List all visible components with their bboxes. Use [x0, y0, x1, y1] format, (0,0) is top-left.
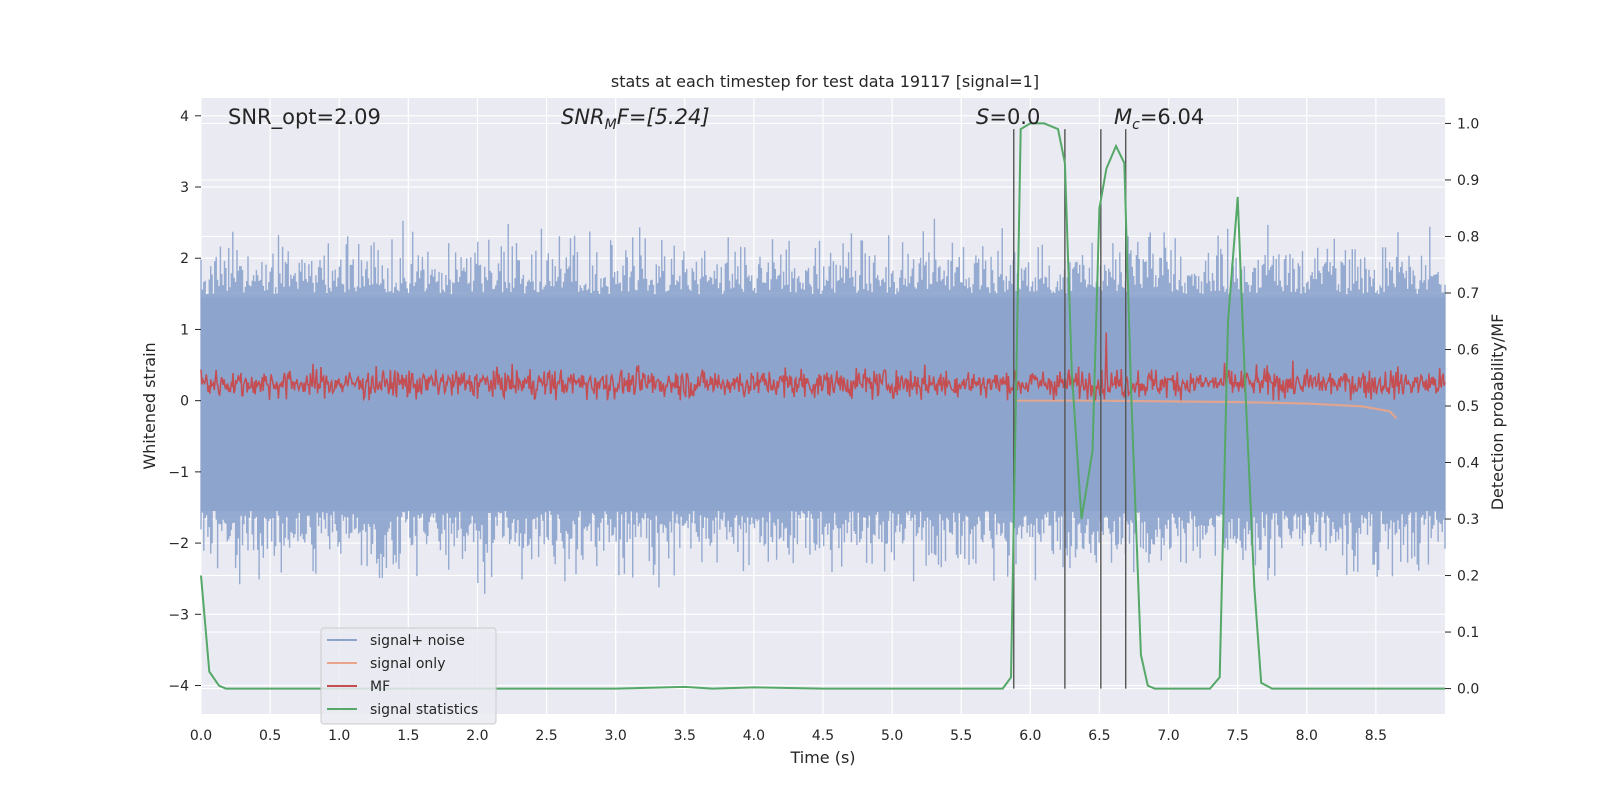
- chart-title: stats at each timestep for test data 191…: [611, 72, 1039, 91]
- x-tick-label: 4.5: [812, 728, 834, 744]
- y-tick-label-right: 0.3: [1457, 512, 1479, 528]
- y-tick-label-left: 4: [180, 109, 189, 125]
- y-axis-label-left: Whitened strain: [140, 342, 159, 469]
- annotation-snr-mf: SNRMF=[5.24]: [561, 105, 710, 133]
- legend-box: [320, 627, 497, 725]
- annotation-mc: Mc=6.04: [1114, 105, 1204, 133]
- y-tick-label-right: 0.1: [1457, 625, 1479, 641]
- y-tick-label-right: 0.2: [1457, 569, 1479, 585]
- x-tick-label: 6.5: [1088, 728, 1110, 744]
- mf-series: [200, 332, 1446, 402]
- signal-only-series: [1016, 399, 1398, 420]
- x-ticks: 0.0 0.5 1.0 1.5 2.0 2.5 3.0 3.5 4.0 4.5 5.0 5.5 6.0 6…: [190, 728, 1387, 744]
- x-axis-label: Time (s): [789, 748, 855, 767]
- noise-spikes-up: [200, 218, 1446, 401]
- signal-noise-series: [200, 218, 1446, 594]
- legend-label-mf: MF: [370, 679, 390, 695]
- y-tick-label-left: −3: [168, 607, 189, 623]
- y-axis-label-right: Detection probability/MF: [1488, 314, 1507, 511]
- x-tick-label: 1.0: [328, 728, 350, 744]
- y-tick-label-left: −4: [168, 679, 189, 695]
- legend-label-signal-noise: signal+ noise: [370, 633, 465, 649]
- y-ticks-left: 4 3 2 1 0 −1 −2 −3 −4: [168, 109, 201, 695]
- x-tick-label: 4.0: [743, 728, 765, 744]
- y-tick-label-left: −1: [168, 465, 189, 481]
- y-tick-label-left: 3: [180, 180, 189, 196]
- y-tick-label-right: 0.6: [1457, 342, 1479, 358]
- x-tick-label: 5.5: [950, 728, 972, 744]
- mf-line: [200, 332, 1446, 402]
- x-tick-label: 2.5: [535, 728, 557, 744]
- annotation-snr-opt: SNR_opt=2.09: [228, 105, 381, 130]
- signal-statistics-series: [200, 122, 1445, 690]
- y-ticks-right: 1.0 0.9 0.8 0.7 0.6 0.5 0.4 0.3 0.2 0.1 0.0: [1445, 116, 1479, 698]
- x-tick-label: 0.5: [259, 728, 281, 744]
- legend: signal+ noise signal only MF signal stat…: [320, 627, 497, 725]
- x-tick-label: 7.0: [1157, 728, 1179, 744]
- annotation-s: S=0.0: [976, 105, 1040, 129]
- y-tick-label-right: 0.0: [1457, 682, 1479, 698]
- legend-label-signal-only: signal only: [370, 656, 445, 672]
- x-tick-label: 3.0: [605, 728, 627, 744]
- vertical-markers: [1013, 129, 1127, 689]
- x-tick-label: 7.5: [1227, 728, 1249, 744]
- y-tick-label-left: −2: [168, 536, 189, 552]
- y-tick-label-right: 0.9: [1457, 173, 1479, 189]
- y-tick-label-right: 0.5: [1457, 399, 1479, 415]
- x-tick-label: 8.5: [1365, 728, 1387, 744]
- noise-spikes-down: [200, 400, 1446, 594]
- y-tick-label-right: 0.4: [1457, 456, 1479, 472]
- x-tick-label: 0.0: [190, 728, 212, 744]
- x-tick-label: 1.5: [397, 728, 419, 744]
- x-tick-label: 5.0: [881, 728, 903, 744]
- y-tick-label-left: 2: [180, 251, 189, 267]
- legend-label-signal-statistics: signal statistics: [370, 702, 478, 718]
- x-tick-label: 8.0: [1296, 728, 1318, 744]
- x-tick-label: 2.0: [466, 728, 488, 744]
- y-tick-label-left: 1: [180, 322, 189, 338]
- y-tick-label-right: 1.0: [1457, 116, 1479, 132]
- x-tick-label: 6.0: [1019, 728, 1041, 744]
- y-tick-label-left: 0: [180, 394, 189, 410]
- y-tick-label-right: 0.7: [1457, 286, 1479, 302]
- y-tick-label-right: 0.8: [1457, 229, 1479, 245]
- signal-only-line: [1016, 399, 1398, 420]
- x-tick-label: 3.5: [674, 728, 696, 744]
- signal-statistics-line: [200, 122, 1445, 690]
